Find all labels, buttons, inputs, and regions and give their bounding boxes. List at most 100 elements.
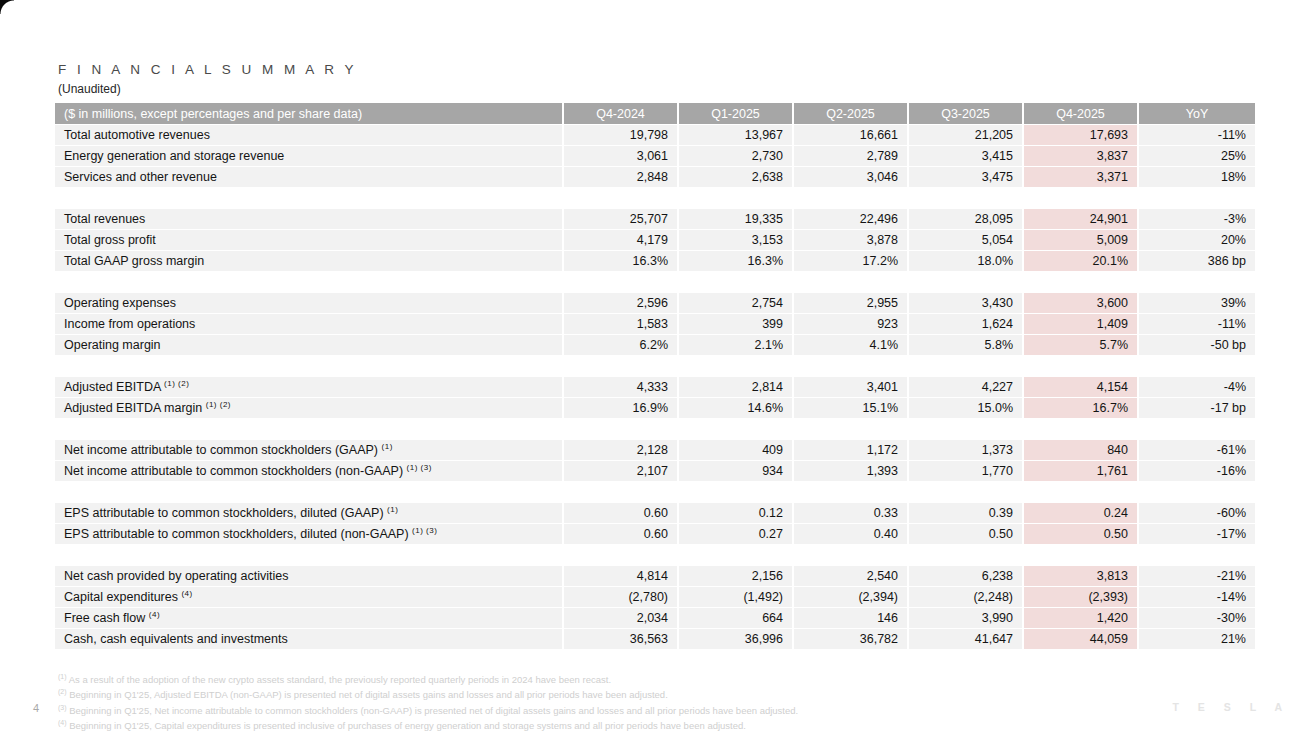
value-cell: 3,061: [563, 146, 678, 167]
yoy-cell: 21%: [1138, 629, 1255, 650]
value-cell: (2,393): [1023, 587, 1138, 608]
value-cell: 3,600: [1023, 293, 1138, 314]
spacer-cell: [55, 356, 1255, 377]
row-label-text: Net income attributable to common stockh…: [64, 464, 403, 478]
table-row: Energy generation and storage revenue 3,0…: [55, 146, 1255, 167]
footnote-marker: (2): [58, 688, 67, 695]
value-cell: 409: [678, 440, 793, 461]
row-label: Operating expenses: [55, 293, 563, 314]
value-cell: 2,034: [563, 608, 678, 629]
table-header-row: ($ in millions, except percentages and p…: [55, 103, 1255, 125]
value-cell: 0.39: [908, 503, 1023, 524]
row-label-text: Services and other revenue: [64, 170, 217, 184]
value-cell: 19,798: [563, 125, 678, 146]
value-cell: 14.6%: [678, 398, 793, 419]
row-label: Total GAAP gross margin: [55, 251, 563, 272]
column-header-q4-2025: Q4-2025: [1023, 103, 1138, 125]
table-row: Cash, cash equivalents and investments 36…: [55, 629, 1255, 650]
value-cell: 5,054: [908, 230, 1023, 251]
yoy-cell: -4%: [1138, 377, 1255, 398]
value-cell: 1,409: [1023, 314, 1138, 335]
value-cell: 0.50: [908, 524, 1023, 545]
yoy-cell: 20%: [1138, 230, 1255, 251]
row-label-text: Total GAAP gross margin: [64, 254, 204, 268]
value-cell: (2,248): [908, 587, 1023, 608]
value-cell: 5.7%: [1023, 335, 1138, 356]
value-cell: 4,179: [563, 230, 678, 251]
table-row: Total GAAP gross margin16.3%16.3%17.2%18…: [55, 251, 1255, 272]
value-cell: 19,335: [678, 209, 793, 230]
footnote-ref: (1): [387, 505, 398, 514]
table-body: Total automotive revenues19,79813,96716,…: [55, 125, 1255, 650]
column-header-q4-2024: Q4-2024: [563, 103, 678, 125]
value-cell: 840: [1023, 440, 1138, 461]
value-cell: 3,371: [1023, 167, 1138, 188]
row-label: Energy generation and storage revenue: [55, 146, 563, 167]
page-subtitle: (Unaudited): [58, 82, 121, 96]
row-label: Net cash provided by operating activitie…: [55, 566, 563, 587]
table-row: Net cash provided by operating activitie…: [55, 566, 1255, 587]
value-cell: 2,730: [678, 146, 793, 167]
row-label-text: Adjusted EBITDA margin: [64, 401, 202, 415]
row-label-text: Free cash flow: [64, 611, 145, 625]
value-cell: 16.3%: [678, 251, 793, 272]
footnote-ref: (1): [382, 442, 393, 451]
row-label-text: Energy generation and storage revenue: [64, 149, 284, 163]
value-cell: 2,848: [563, 167, 678, 188]
value-cell: 15.1%: [793, 398, 908, 419]
value-cell: 2,128: [563, 440, 678, 461]
spacer-cell: [55, 272, 1255, 293]
value-cell: 18.0%: [908, 251, 1023, 272]
yoy-cell: 39%: [1138, 293, 1255, 314]
value-cell: 3,813: [1023, 566, 1138, 587]
value-cell: 1,624: [908, 314, 1023, 335]
value-cell: 0.50: [1023, 524, 1138, 545]
value-cell: 934: [678, 461, 793, 482]
value-cell: 3,878: [793, 230, 908, 251]
value-cell: 2,156: [678, 566, 793, 587]
yoy-cell: -21%: [1138, 566, 1255, 587]
value-cell: (2,394): [793, 587, 908, 608]
row-label-text: Total automotive revenues: [64, 128, 210, 142]
value-cell: 5,009: [1023, 230, 1138, 251]
value-cell: 24,901: [1023, 209, 1138, 230]
value-cell: 2,789: [793, 146, 908, 167]
spacer-row: [55, 419, 1255, 440]
value-cell: 6,238: [908, 566, 1023, 587]
table-row: Net income attributable to common stockh…: [55, 461, 1255, 482]
row-label: Operating margin: [55, 335, 563, 356]
value-cell: 2,596: [563, 293, 678, 314]
spacer-cell: [55, 545, 1255, 566]
row-label: Cash, cash equivalents and investments: [55, 629, 563, 650]
table-row: Free cash flow (4)2,0346641463,9901,420-…: [55, 608, 1255, 629]
table-row: Income from operations1,5833999231,6241,…: [55, 314, 1255, 335]
value-cell: 0.12: [678, 503, 793, 524]
table-row: Total automotive revenues19,79813,96716,…: [55, 125, 1255, 146]
value-cell: 0.33: [793, 503, 908, 524]
footnote-ref: (1) (3): [407, 463, 432, 472]
yoy-cell: 18%: [1138, 167, 1255, 188]
column-header-q1-2025: Q1-2025: [678, 103, 793, 125]
spacer-cell: [55, 188, 1255, 209]
column-header-q2-2025: Q2-2025: [793, 103, 908, 125]
value-cell: 4,814: [563, 566, 678, 587]
tesla-wordmark: T E S L A: [1172, 701, 1290, 713]
value-cell: 1,420: [1023, 608, 1138, 629]
value-cell: 399: [678, 314, 793, 335]
spacer-cell: [55, 482, 1255, 503]
row-label-text: EPS attributable to common stockholders,…: [64, 527, 409, 541]
value-cell: 16.3%: [563, 251, 678, 272]
value-cell: 17,693: [1023, 125, 1138, 146]
row-label: Capital expenditures (4): [55, 587, 563, 608]
yoy-cell: -61%: [1138, 440, 1255, 461]
value-cell: 16.9%: [563, 398, 678, 419]
window-corner-artifact: [0, 0, 14, 14]
row-label: Total automotive revenues: [55, 125, 563, 146]
row-label: Adjusted EBITDA margin (1) (2): [55, 398, 563, 419]
value-cell: (1,492): [678, 587, 793, 608]
row-label: EPS attributable to common stockholders,…: [55, 503, 563, 524]
table-row: EPS attributable to common stockholders,…: [55, 503, 1255, 524]
value-cell: 3,837: [1023, 146, 1138, 167]
value-cell: 36,996: [678, 629, 793, 650]
row-label: EPS attributable to common stockholders,…: [55, 524, 563, 545]
